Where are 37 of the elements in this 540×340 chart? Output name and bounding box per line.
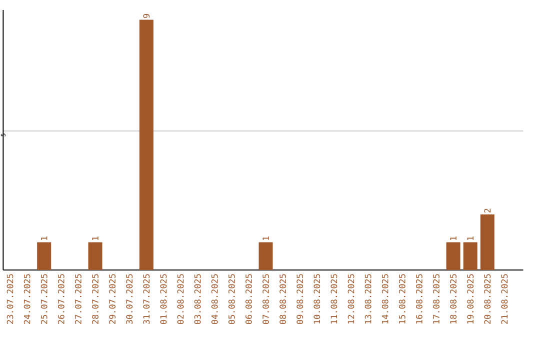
x-tick-label: 24.07.2025 [24, 274, 30, 324]
x-tick-label: 31.07.2025 [143, 274, 150, 324]
x-tick-label: 25.07.2025 [40, 274, 48, 324]
x-tick-label: 23.07.2025 [6, 274, 14, 324]
x-tick-label: 20.08.2025 [484, 274, 491, 324]
x-tick-label: 13.08.2025 [364, 274, 372, 324]
x-tick-label: 11.08.2025 [330, 274, 338, 324]
x-tick-label: 16.08.2025 [416, 274, 422, 324]
x-tick-label: 27.07.2025 [75, 274, 82, 324]
x-tick-label: 18.08.2025 [450, 274, 456, 324]
x-tick-label: 01.08.2025 [160, 274, 167, 324]
x-tick-label: 09.08.2025 [296, 274, 304, 324]
x-tick-label: 10.08.2025 [314, 274, 320, 324]
data-label: 9 [143, 14, 150, 18]
x-tick-label: 17.08.2025 [433, 274, 440, 324]
data-label: 1 [467, 236, 474, 240]
data-label: 1 [92, 236, 98, 240]
x-tick-label: 04.08.2025 [211, 274, 218, 324]
x-tick-label: 14.08.2025 [382, 274, 388, 324]
x-tick-label: 30.07.2025 [126, 274, 133, 324]
x-tick-label: 06.08.2025 [245, 274, 252, 324]
x-tick-label: 28.07.2025 [92, 274, 98, 324]
x-tick-label: 07.08.2025 [262, 274, 269, 324]
data-label: 1 [450, 236, 456, 240]
x-tick-label: 02.08.2025 [177, 274, 184, 324]
x-tick-label: 26.07.2025 [58, 274, 64, 324]
data-label: 1 [41, 236, 48, 240]
x-tick-label: 05.08.2025 [228, 274, 235, 324]
x-tick-label: 21.08.2025 [501, 274, 508, 324]
x-tick-label: 12.08.2025 [348, 274, 354, 324]
x-tick-label: 29.07.2025 [109, 274, 116, 324]
x-tick-label: 15.08.2025 [398, 274, 406, 324]
data-label: 2 [484, 208, 491, 213]
x-tick-label: 08.08.2025 [280, 274, 286, 324]
data-label: 1 [262, 236, 269, 240]
x-tick-label: 03.08.2025 [194, 274, 201, 324]
x-tick-label: 19.08.2025 [467, 274, 474, 324]
